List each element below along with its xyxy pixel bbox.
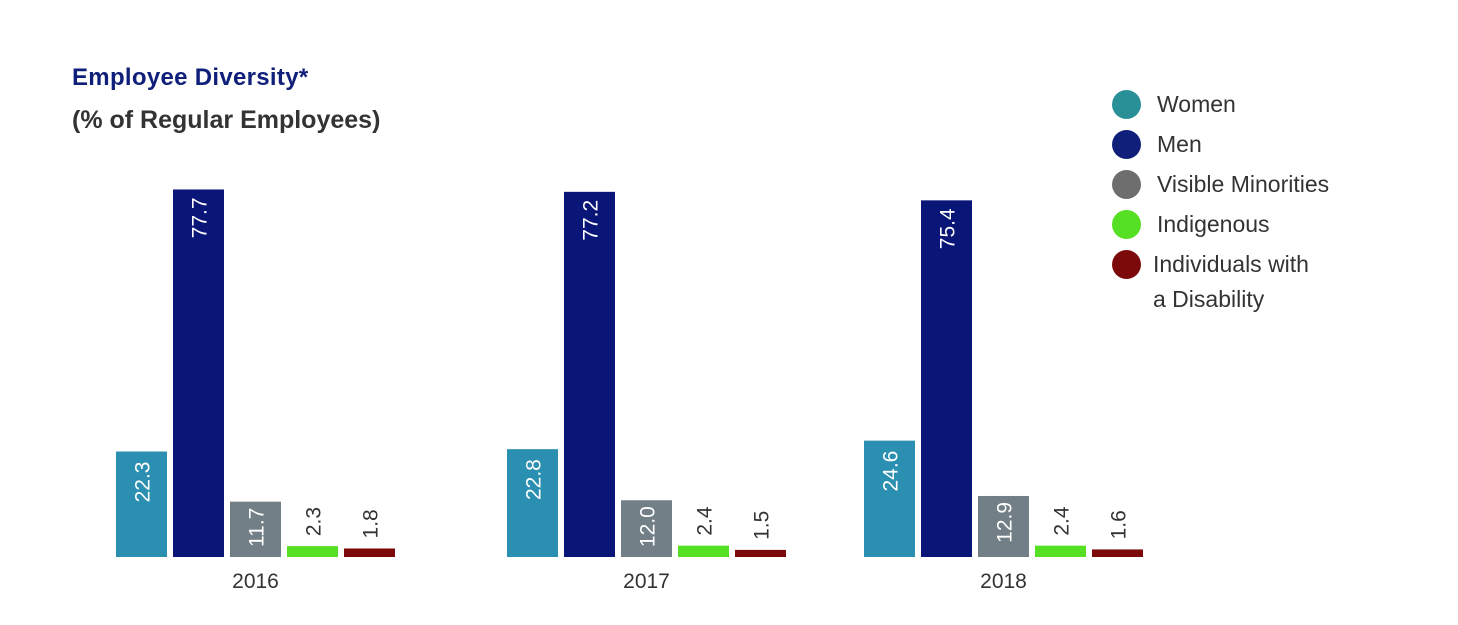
- chart-title: Employee Diversity*: [72, 64, 309, 91]
- legend-swatch-disability: [1112, 250, 1141, 279]
- x-tick-label-2018: 2018: [980, 570, 1027, 593]
- value-label-women-2016: 22.3: [132, 462, 155, 503]
- legend-swatch-indigenous: [1112, 210, 1141, 239]
- bar-indigenous-2018: [1035, 545, 1086, 557]
- legend-swatch-men: [1112, 130, 1141, 159]
- value-label-individuals-with-a-disability-2018: 1.6: [1108, 510, 1131, 539]
- bar-individuals-with-a-disability-2017: [735, 549, 786, 557]
- legend-label-women: Women: [1157, 91, 1236, 117]
- value-label-women-2018: 24.6: [880, 451, 903, 492]
- value-label-men-2016: 77.7: [189, 197, 212, 238]
- value-label-indigenous-2017: 2.4: [694, 506, 717, 536]
- legend-swatch-visible-minorities: [1112, 170, 1141, 199]
- value-label-men-2017: 77.2: [580, 200, 603, 241]
- value-label-men-2018: 75.4: [937, 208, 960, 249]
- chart-subtitle: (% of Regular Employees): [72, 106, 381, 134]
- legend-swatch-women: [1112, 90, 1141, 119]
- value-label-women-2017: 22.8: [523, 459, 546, 500]
- legend: Women Men Visible Minorities Indigenous …: [1112, 90, 1353, 325]
- legend-item-indigenous: Indigenous: [1112, 210, 1353, 242]
- value-label-visible-minorities-2017: 12.0: [637, 506, 660, 547]
- bar-visible-minorities-2017: [621, 500, 672, 557]
- legend-item-men: Men: [1112, 130, 1353, 162]
- legend-label-indigenous: Indigenous: [1157, 211, 1270, 237]
- value-label-visible-minorities-2016: 11.7: [246, 508, 269, 547]
- legend-label-men: Men: [1157, 131, 1202, 157]
- bar-women-2018: [864, 440, 915, 557]
- legend-item-disability: Individuals with a Disability: [1112, 250, 1353, 317]
- legend-label-disability: Individuals with a Disability: [1153, 251, 1309, 312]
- value-label-indigenous-2018: 2.4: [1051, 506, 1074, 536]
- value-label-individuals-with-a-disability-2017: 1.5: [751, 511, 774, 540]
- value-label-visible-minorities-2018: 12.9: [994, 502, 1017, 543]
- bar-women-2017: [507, 449, 558, 557]
- bar-men-2017: [564, 191, 615, 557]
- x-tick-label-2016: 2016: [232, 570, 279, 593]
- x-tick-label-2017: 2017: [623, 570, 670, 593]
- value-label-individuals-with-a-disability-2016: 1.8: [360, 509, 383, 538]
- bar-men-2016: [173, 189, 224, 557]
- legend-label-visible-minorities: Visible Minorities: [1157, 171, 1330, 197]
- bar-women-2016: [116, 451, 167, 557]
- legend-item-visible-minorities: Visible Minorities: [1112, 170, 1353, 202]
- bar-men-2018: [921, 200, 972, 557]
- bar-indigenous-2017: [678, 545, 729, 557]
- bar-individuals-with-a-disability-2016: [344, 548, 395, 557]
- bar-visible-minorities-2018: [978, 495, 1029, 557]
- legend-item-women: Women: [1112, 90, 1353, 122]
- bar-visible-minorities-2016: [230, 501, 281, 557]
- bar-indigenous-2016: [287, 546, 338, 557]
- value-label-indigenous-2016: 2.3: [303, 507, 326, 536]
- bar-individuals-with-a-disability-2018: [1092, 549, 1143, 557]
